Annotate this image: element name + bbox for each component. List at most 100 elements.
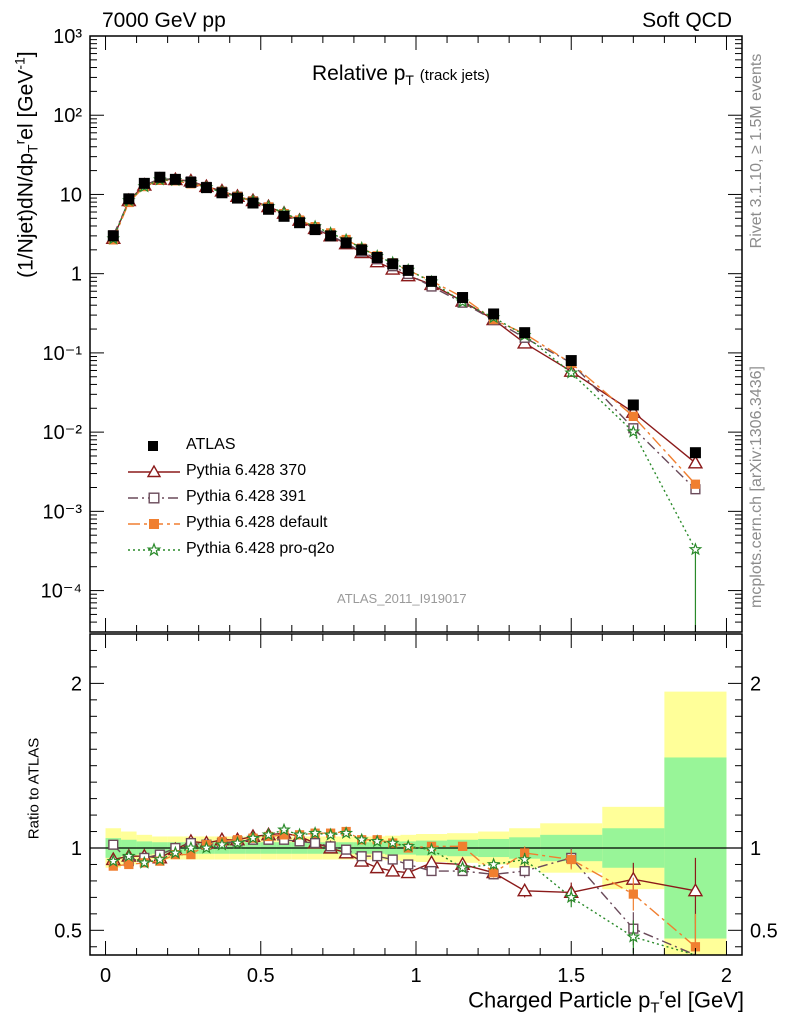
y-tick-label: 10 — [60, 184, 82, 206]
data-point — [123, 193, 135, 205]
legend-marker-pro-q2o — [128, 542, 180, 557]
ratio-point-3 — [308, 826, 322, 839]
series-point-2 — [628, 411, 638, 422]
plot-title: Relative pT (track jets) — [312, 62, 490, 89]
legend-label-atlas: ATLAS — [186, 436, 236, 453]
data-point — [107, 230, 119, 242]
ratio-point-1 — [519, 865, 530, 877]
ratio-tick-label-right: 0.5 — [750, 920, 778, 942]
main-series — [105, 171, 704, 632]
ratio-point-2 — [488, 868, 499, 878]
ratio-point-2 — [124, 859, 134, 870]
ratio-point-3 — [486, 857, 501, 871]
ratio-point-1 — [325, 841, 336, 852]
y-tick-label: 10² — [53, 105, 82, 127]
series-line-3 — [112, 178, 697, 550]
ratio-point-3 — [137, 855, 152, 869]
x-axis-label: Charged Particle pTrel [GeV] — [468, 986, 744, 1017]
ratio-point-3 — [199, 840, 214, 854]
legend-marker-default — [128, 519, 180, 529]
legend-entry-pro-q2o: Pythia 6.428 pro-q2o — [124, 538, 404, 562]
data-point — [356, 244, 368, 256]
data-point — [627, 399, 639, 411]
data-point — [216, 187, 228, 199]
legend-marker-370 — [128, 464, 180, 478]
legend-label-default: Pythia 6.428 default — [186, 514, 328, 531]
data-point — [565, 355, 577, 367]
data-point — [340, 237, 352, 249]
ratio-point-1 — [341, 844, 352, 855]
ratio-point-3 — [517, 852, 532, 866]
legend-symbol — [146, 542, 162, 557]
y-tick-label: 10⁻³ — [43, 501, 83, 523]
ratio-tick-label: 2 — [71, 673, 82, 695]
data-point — [278, 210, 290, 222]
rivet-version-label: Rivet 3.1.10, ≥ 1.5M events — [748, 53, 765, 249]
x-tick-label: 0.5 — [247, 965, 275, 987]
source-label: mcplots.cern.ch [arXiv:1306.3436] — [748, 366, 765, 608]
ratio-point-3 — [354, 832, 369, 846]
data-point — [426, 275, 438, 287]
ratio-point-3 — [215, 837, 229, 851]
y-tick-label: 10⁻² — [43, 422, 83, 444]
ratio-tick-label-right: 1 — [750, 838, 761, 860]
ratio-point-1 — [403, 859, 414, 870]
ratio-point-3 — [385, 835, 400, 849]
data-point — [231, 192, 243, 204]
ratio-point-3 — [455, 860, 470, 874]
header-left: 7000 GeV pp — [102, 9, 226, 32]
analysis-label: ATLAS_2011_I919017 — [337, 591, 467, 606]
data-point — [309, 224, 321, 236]
ratio-tick-label: 0.5 — [54, 920, 82, 942]
ratio-point-2 — [566, 854, 576, 865]
y-tick-label: 1 — [71, 264, 82, 286]
x-tick-label: 1 — [410, 965, 421, 987]
y-tick-label: 10⁻¹ — [43, 343, 83, 365]
ratio-point-2 — [628, 889, 638, 899]
data-point — [488, 308, 500, 320]
series-point-3 — [626, 424, 641, 438]
legend-entry-default: Pythia 6.428 default — [124, 512, 404, 536]
series-point-3 — [564, 365, 579, 379]
ratio-point-3 — [370, 834, 385, 848]
ratio-point-3 — [246, 830, 260, 845]
ratio-point-1 — [387, 854, 398, 865]
y-axis-label: (1/Njet)dN/dpTrel [GeV-1] — [11, 51, 41, 278]
ratio-point-3 — [152, 852, 167, 866]
data-point — [154, 171, 166, 183]
data-point — [387, 258, 399, 270]
axis-ticks: 0 0.5 1 1.5 2 10⁻⁴ 10⁻³ 10⁻² 10⁻¹ 1 10 10² 10³ 0.5 0.5… — [41, 26, 778, 987]
ratio-point-3 — [261, 827, 276, 841]
data-point — [371, 252, 383, 264]
ratio-point-3 — [230, 835, 245, 849]
ratio-point-3 — [121, 848, 136, 863]
data-point — [689, 447, 701, 459]
legend-entry-atlas: ATLAS — [124, 434, 404, 458]
data-point — [185, 176, 197, 188]
legend-symbol — [148, 492, 160, 504]
y-tick-label: 10⁻⁴ — [41, 581, 82, 603]
ratio-line-1 — [112, 839, 696, 956]
ratio-point-1 — [108, 839, 119, 850]
legend-symbol — [146, 464, 162, 478]
ratio-point-3 — [323, 827, 338, 841]
ratio-point-1 — [372, 851, 383, 862]
series-point-2 — [690, 479, 701, 489]
data-point — [402, 264, 414, 276]
series-point-0 — [687, 455, 704, 469]
ratio-axis-label: Ratio to ATLAS — [25, 737, 43, 840]
data-point — [200, 182, 212, 194]
ratio-point-1 — [426, 865, 437, 877]
x-tick-label: 1.5 — [557, 965, 585, 987]
legend-marker-391 — [128, 492, 180, 504]
header-right: Soft QCD — [642, 9, 732, 32]
ratio-point-3 — [106, 853, 121, 867]
ratio-point-2 — [457, 841, 468, 851]
ratio-point-3 — [292, 827, 307, 841]
ratio-point-3 — [277, 822, 291, 836]
ratio-point-3 — [401, 839, 416, 853]
data-point — [247, 197, 259, 209]
ratio-point-3 — [564, 890, 579, 904]
ratio-point-0 — [400, 864, 416, 879]
